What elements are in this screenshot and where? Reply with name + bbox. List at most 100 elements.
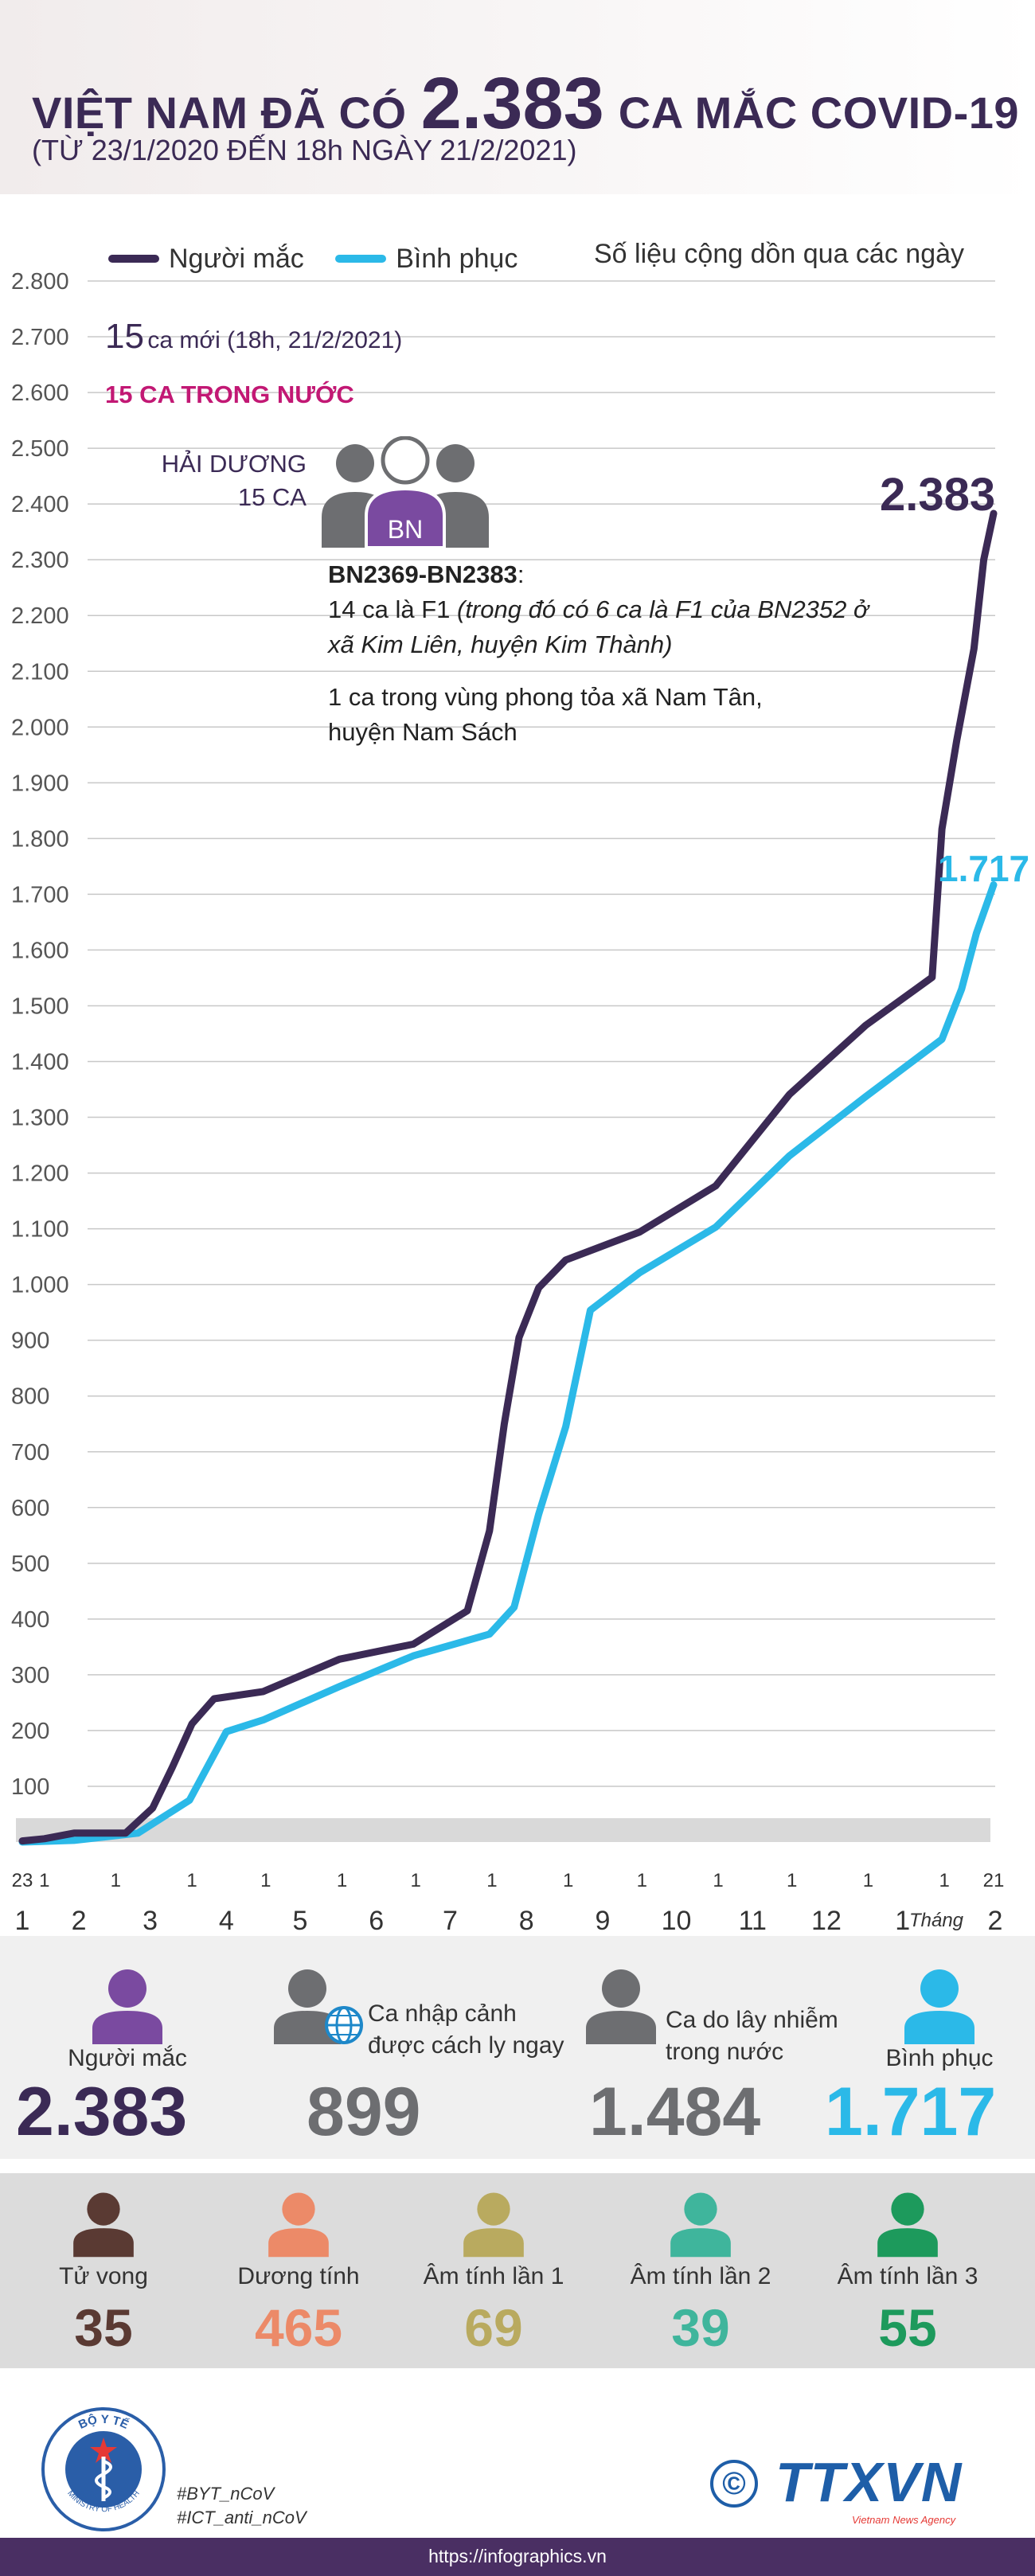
status-label: Dương tính: [237, 2263, 360, 2289]
y-tick-label: 700: [11, 1440, 49, 1466]
y-tick-label: 1.600: [11, 938, 69, 963]
x-month-label: 3: [143, 1906, 158, 1936]
stat-imported-label-1: Ca nhập cảnh: [368, 2000, 517, 2027]
x-day-label: 1: [486, 1870, 497, 1891]
province-count: 15 CA: [237, 483, 307, 511]
baseline-band: [16, 1818, 990, 1842]
legend-item-cases: Người mắc: [108, 244, 304, 275]
brand-logo: TTXVN: [775, 2451, 963, 2513]
y-tick-label: 2.400: [11, 492, 69, 517]
status-value: 35: [74, 2298, 133, 2357]
hashtag-1[interactable]: #BYT_nCoV: [177, 2484, 275, 2504]
header-banner: VIỆT NAM ĐÃ CÓ 2.383 CA MẮC COVID-19 (TỪ 2…: [0, 0, 1035, 194]
chart-legend: Người mắc Bình phục Số liệu cộng dồn qua…: [108, 239, 964, 275]
legend-note: Số liệu cộng dồn qua các ngày: [594, 239, 965, 269]
stat-local-value: 1.484: [589, 2074, 761, 2150]
title-number: 2.383: [420, 63, 604, 144]
y-tick-label: 1.700: [11, 882, 69, 907]
patient-ids: BN2369-BN2383: [328, 560, 518, 588]
y-tick-label: 2.600: [11, 381, 69, 406]
detail-f1-note: (trong đó có 6 ca là F1 của BN2352 ở: [457, 595, 869, 623]
x-day-label: 1: [787, 1870, 797, 1891]
domestic-cases-label: 15 CA TRONG NƯỚC: [105, 381, 354, 408]
person-icon: [463, 2192, 524, 2258]
x-day-label: 1: [186, 1870, 197, 1891]
person-icon-cyan: [904, 1969, 974, 2044]
stat-imported-label: Ca nhập cảnh được cách ly ngay: [368, 1998, 564, 2062]
status-label: Tử vong: [59, 2263, 148, 2289]
url-bar: [0, 2538, 1035, 2576]
end-value-recovered: 1.717: [938, 848, 1030, 889]
status-label: Âm tính lần 3: [837, 2263, 978, 2289]
x-month-label: 12: [811, 1906, 842, 1936]
y-tick-label: 1.100: [11, 1217, 69, 1243]
hashtag-2[interactable]: #ICT_anti_nCoV: [177, 2508, 307, 2527]
x-day-label: 1: [39, 1870, 49, 1891]
x-day-label: 1: [863, 1870, 873, 1891]
patient-status-panel: Tử vong 35 Dương tính 465 Âm tính lần 1 69 Âm …: [0, 2173, 1035, 2368]
x-month-label: 7: [443, 1906, 458, 1936]
x-month-label: 1: [895, 1906, 910, 1936]
brand-subtitle: Vietnam News Agency: [852, 2514, 956, 2526]
subtitle: (TỪ 23/1/2020 ĐẾN 18h NGÀY 21/2/2021): [32, 134, 577, 166]
y-tick-label: 2.000: [11, 715, 69, 740]
stat-local-label: Ca do lây nhiễm trong nước: [666, 2004, 838, 2068]
legend-item-recovered: Bình phục: [335, 244, 518, 275]
y-tick-label: 2.700: [11, 325, 69, 350]
x-day-label: 1: [260, 1870, 271, 1891]
x-month-label: 11: [739, 1906, 767, 1936]
website-link[interactable]: https://infographics.vn: [428, 2546, 607, 2566]
legend-swatch-cases: [108, 255, 159, 263]
y-tick-label: 2.100: [11, 659, 69, 685]
series-line-recovered: [18, 881, 998, 1846]
x-day-label: 1: [563, 1870, 573, 1891]
y-tick-label: 100: [11, 1774, 49, 1800]
series-line-cases: [18, 509, 998, 1845]
y-tick-label: 1.400: [11, 1050, 69, 1075]
detail-lockdown-district: huyện Nam Sách: [328, 718, 518, 746]
stat-recovered-label: Bình phục: [885, 2045, 994, 2071]
x-month-label: 6: [369, 1906, 384, 1936]
detail-f1-location: xã Kim Liên, huyện Kim Thành): [328, 630, 673, 658]
y-tick-label: 600: [11, 1496, 49, 1521]
status-value: 55: [878, 2298, 937, 2357]
new-cases-note: 15 ca mới (18h, 21/2/2021): [105, 317, 402, 357]
status-item: Dương tính 465: [203, 2191, 394, 2358]
y-tick-label: 800: [11, 1384, 49, 1410]
legend-label-cases: Người mắc: [169, 243, 304, 274]
x-month-label: 2: [72, 1906, 87, 1936]
person-globe-icon: [274, 1969, 363, 2044]
status-value: 39: [671, 2298, 730, 2357]
stat-local-icon-wrap: [581, 1968, 661, 2044]
status-item: Tử vong 35: [8, 2191, 199, 2358]
y-tick-label: 1.200: [11, 1161, 69, 1187]
y-tick-label: 400: [11, 1607, 49, 1633]
patients-icon: BN: [322, 436, 489, 548]
status-label: Âm tính lần 1: [423, 2263, 564, 2289]
copyright-icon: ©: [710, 2460, 758, 2508]
stat-total-cases: Người mắc: [32, 1968, 223, 2073]
x-day-label: 1: [111, 1870, 121, 1891]
person-icon: [877, 2192, 938, 2258]
x-month-label: 5: [293, 1906, 308, 1936]
person-icon: [268, 2192, 329, 2258]
y-tick-label: 2.200: [11, 603, 69, 629]
y-tick-label: 200: [11, 1719, 49, 1744]
y-tick-label: 500: [11, 1551, 49, 1577]
line-chart: 100 200 300 400 500 600 700 800 900 1.000 1.100 1.2…: [11, 271, 1015, 1942]
y-tick-label: 1.500: [11, 993, 69, 1019]
x-day-label: 1: [337, 1870, 347, 1891]
y-tick-label: 2.500: [11, 436, 69, 462]
y-tick-label: 2.800: [11, 271, 69, 295]
x-day-label: 1: [410, 1870, 420, 1891]
detail-lockdown: 1 ca trong vùng phong tỏa xã Nam Tân,: [328, 683, 763, 711]
x-day-label: 1: [713, 1870, 723, 1891]
stat-recovered: Bình phục: [844, 1968, 1035, 2073]
province-block: HẢI DƯƠNG 15 CA: [143, 447, 307, 514]
stat-imported-icon-wrap: [271, 1968, 366, 2047]
stat-local-label-2: trong nước: [666, 2039, 784, 2065]
page-title: VIỆT NAM ĐÃ CÓ 2.383 CA MẮC COVID-19: [32, 62, 1019, 146]
x-month-label: 9: [595, 1906, 610, 1936]
y-tick-label: 1.800: [11, 826, 69, 852]
person-icon: [73, 2192, 134, 2258]
